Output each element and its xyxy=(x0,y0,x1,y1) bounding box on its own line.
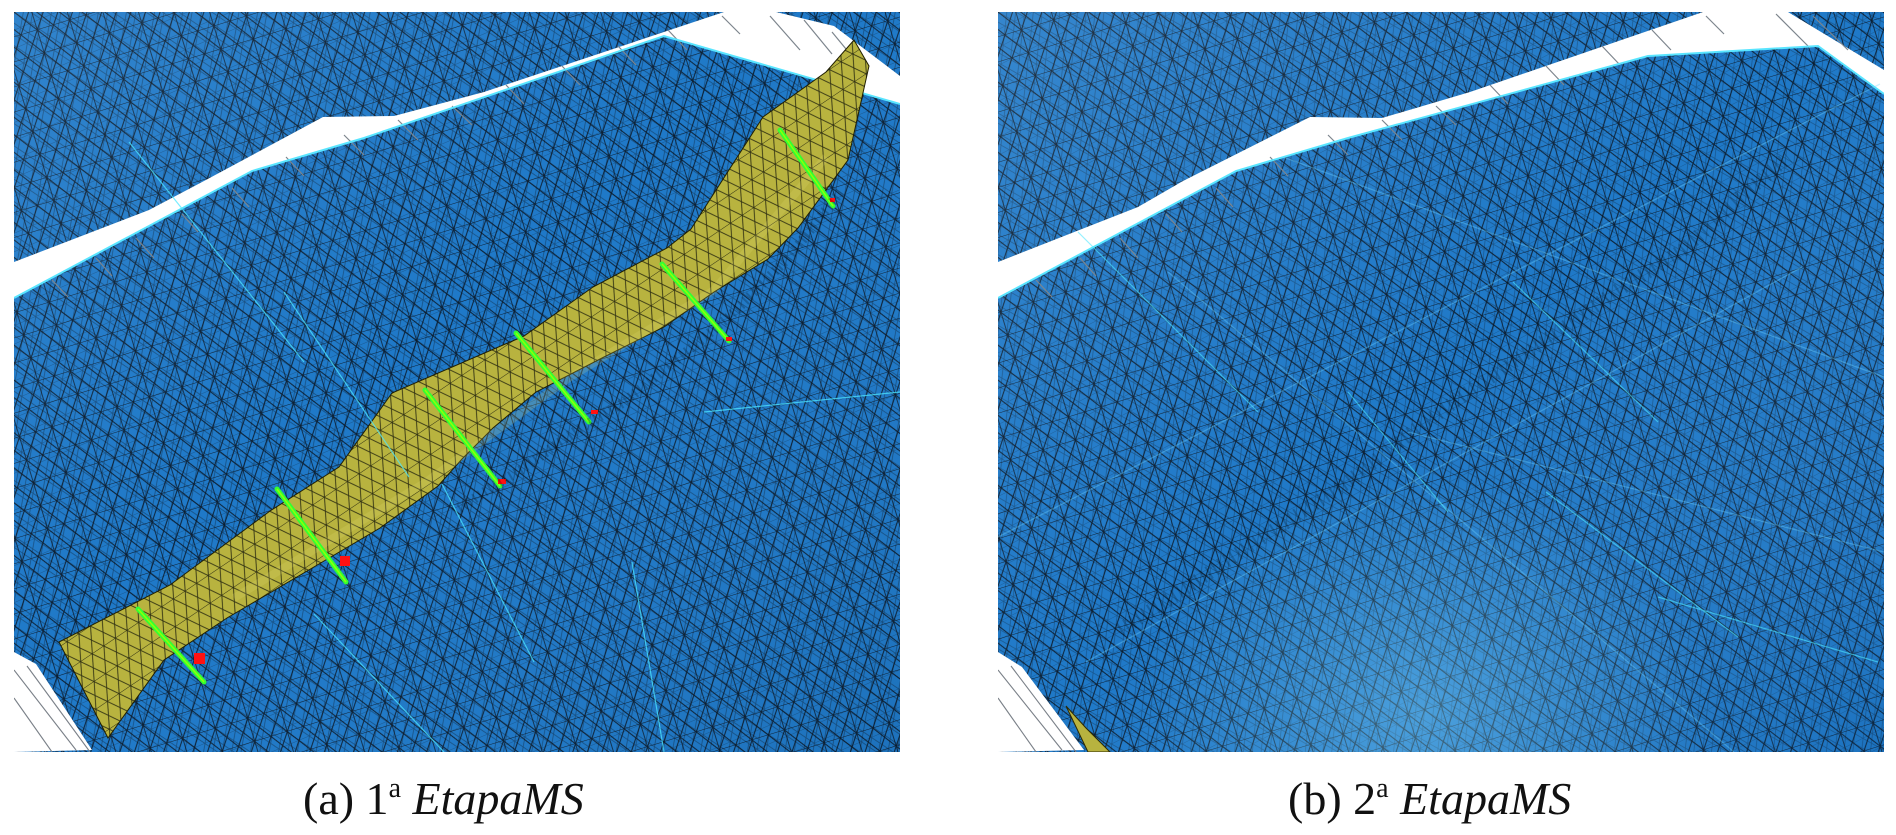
bottom-glow xyxy=(998,12,1884,752)
upper-white-gap xyxy=(14,12,900,298)
upper-white-gap-guides xyxy=(51,15,861,298)
caption-a: (a) 1a EtapaMS xyxy=(303,772,584,826)
lower-left-gap-guides xyxy=(14,665,91,752)
caption-b-stage: EtapaMS xyxy=(1400,773,1572,824)
mesh-image-a xyxy=(14,12,900,752)
cyan-bright-lines-a xyxy=(128,141,900,752)
upper-white-gap-guides xyxy=(1035,13,1849,298)
red-marker-6 xyxy=(830,198,835,202)
mesh-panel-b xyxy=(998,12,1884,752)
caption-b: (b) 2a EtapaMS xyxy=(1288,772,1571,826)
caption-a-label: (a) 1 xyxy=(303,773,389,824)
red-marker-5 xyxy=(726,337,732,341)
lower-left-gap-guides xyxy=(998,665,1077,752)
caption-a-stage: EtapaMS xyxy=(412,773,584,824)
yellow-fault-highlight xyxy=(231,154,830,602)
mesh-fold-lines-b xyxy=(998,83,1884,752)
red-marker-4 xyxy=(591,410,598,414)
fault-crossing-lines-thin xyxy=(137,129,834,683)
mesh-image-b xyxy=(998,12,1884,752)
mesh-panel-a xyxy=(14,12,900,752)
cyan-bright-lines-b xyxy=(1077,231,1879,663)
yellow-fault-triangles xyxy=(59,40,869,738)
upper-cyan-edge xyxy=(998,44,1884,299)
upper-cyan-edge xyxy=(14,34,900,299)
red-marker-1 xyxy=(194,653,205,664)
caption-b-label: (b) 2 xyxy=(1288,773,1377,824)
caption-b-superscript: a xyxy=(1376,773,1389,804)
small-yellow-fault-remnant xyxy=(1065,705,1111,752)
red-marker-3 xyxy=(498,479,506,484)
caption-a-superscript: a xyxy=(388,773,401,804)
upper-white-gap xyxy=(998,12,1884,298)
red-marker-2 xyxy=(340,556,350,566)
